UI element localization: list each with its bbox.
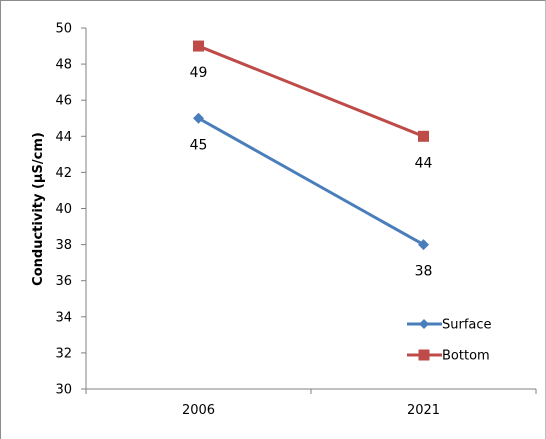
y-tick-label: 44 bbox=[55, 130, 72, 145]
x-tick-labels: 2006 2021 bbox=[182, 403, 440, 418]
y-tick-label: 38 bbox=[55, 238, 72, 253]
legend-label: Bottom bbox=[442, 349, 490, 364]
series-line bbox=[197, 44, 425, 138]
legend-item-bottom: Bottom bbox=[407, 349, 490, 364]
series-bottom: 49 44 bbox=[190, 40, 433, 171]
y-tick-label: 30 bbox=[55, 383, 72, 398]
legend-marker bbox=[419, 319, 429, 329]
data-label: 45 bbox=[190, 137, 208, 153]
legend: Surface Bottom bbox=[407, 318, 492, 364]
data-point bbox=[193, 112, 204, 124]
series-layer: 45 38 49 44 bbox=[190, 40, 433, 280]
legend-marker bbox=[418, 349, 430, 361]
y-tick-labels: 30 32 34 36 38 40 42 44 46 48 50 bbox=[55, 22, 72, 398]
chart-axes bbox=[81, 27, 537, 394]
data-label: 38 bbox=[415, 264, 433, 280]
series-surface: 45 38 bbox=[190, 112, 433, 280]
legend-item-surface: Surface bbox=[407, 318, 492, 333]
y-tick-label: 46 bbox=[55, 94, 72, 109]
y-axis-title: Conductivity (µS/cm) bbox=[31, 132, 46, 286]
y-tick-label: 36 bbox=[55, 274, 72, 289]
y-tick-label: 40 bbox=[55, 202, 72, 217]
data-label: 44 bbox=[415, 155, 433, 171]
y-tick-label: 50 bbox=[55, 22, 72, 37]
data-point bbox=[418, 239, 429, 251]
legend-label: Surface bbox=[442, 318, 492, 333]
y-tick-label: 32 bbox=[55, 346, 72, 361]
data-point bbox=[193, 40, 204, 52]
x-tick-label: 2006 bbox=[182, 403, 215, 418]
data-point bbox=[418, 130, 429, 142]
x-tick-label: 2021 bbox=[407, 403, 440, 418]
y-tick-label: 34 bbox=[55, 310, 72, 325]
y-tick-label: 42 bbox=[55, 166, 72, 181]
data-label: 49 bbox=[190, 65, 208, 81]
y-tick-label: 48 bbox=[55, 58, 72, 73]
series-line bbox=[197, 116, 425, 246]
